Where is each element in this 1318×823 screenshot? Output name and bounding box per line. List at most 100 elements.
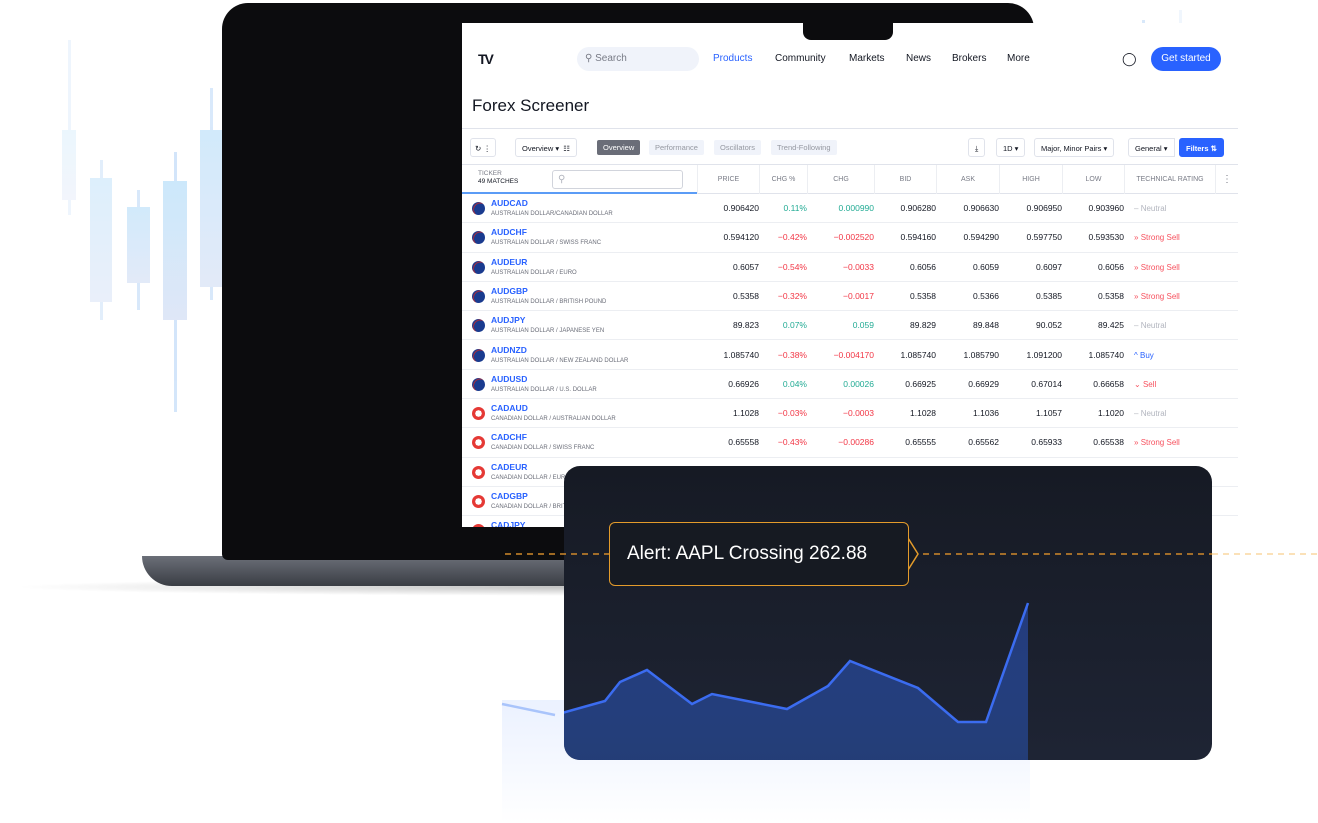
rating-label: Strong Sell <box>1140 291 1180 301</box>
ticker-symbol[interactable]: AUDNZD <box>491 344 527 355</box>
ticker-symbol[interactable]: CADGBP <box>491 491 528 501</box>
table-row[interactable]: AUDJPY AUSTRALIAN DOLLAR / JAPANESE YEN 8… <box>462 311 1238 341</box>
nav-products[interactable]: Products <box>713 53 753 64</box>
tradingview-logo[interactable]: TV <box>478 51 494 67</box>
column-header[interactable]: PRICE <box>697 165 759 194</box>
cell-low: 0.66658 <box>1093 378 1124 389</box>
technical-rating: » Strong Sell <box>1134 282 1180 311</box>
cell-price: 0.66926 <box>728 378 759 389</box>
rating-icon: » <box>1134 233 1139 243</box>
cell-ask: 89.848 <box>973 320 999 331</box>
view-label: Overview <box>522 144 554 153</box>
cell-bid: 0.66925 <box>905 378 936 389</box>
ticker-symbol[interactable]: AUDJPY <box>491 315 526 326</box>
cell-bid: 0.906280 <box>900 203 936 213</box>
ticker-description: AUSTRALIAN DOLLAR/CANADIAN DOLLAR <box>491 211 613 217</box>
search-input[interactable]: ⚲ Search <box>577 47 699 71</box>
cell-chg-pct: 0.07% <box>782 320 807 331</box>
download-icon[interactable]: ⤓ <box>968 138 986 157</box>
tab-oscillators[interactable]: Oscillators <box>714 140 762 155</box>
column-header[interactable]: HIGH <box>999 165 1062 194</box>
cell-price: 0.906420 <box>723 203 759 213</box>
column-header[interactable]: TECHNICAL RATING <box>1124 165 1215 194</box>
cell-chg-pct: −0.54% <box>777 261 807 272</box>
cell-bid: 0.5358 <box>910 290 936 301</box>
rating-label: Sell <box>1142 379 1157 389</box>
user-icon[interactable]: ◯ <box>1122 51 1137 66</box>
cell-price: 0.6057 <box>733 261 759 272</box>
cell-ask: 0.6059 <box>973 261 999 272</box>
table-row[interactable]: AUDGBP AUSTRALIAN DOLLAR / BRITISH POUND… <box>462 282 1238 312</box>
column-header[interactable]: CHG <box>807 165 874 194</box>
ticker-symbol[interactable]: AUDCAD <box>491 198 528 208</box>
column-header[interactable]: BID <box>874 165 936 194</box>
cell-chg: −0.002520 <box>833 232 874 243</box>
screen: TV ⚲ Search Products Community Markets N… <box>462 23 1238 527</box>
ticker-symbol[interactable]: CADEUR <box>491 461 528 472</box>
cell-high: 0.67014 <box>1031 378 1062 389</box>
table-row[interactable]: AUDUSD AUSTRALIAN DOLLAR / U.S. DOLLAR 0.… <box>462 370 1238 400</box>
nav-brokers[interactable]: Brokers <box>952 53 987 64</box>
nav-more[interactable]: More <box>1007 53 1030 64</box>
ticker-description: CANADIAN DOLLAR / EURO <box>491 474 571 481</box>
refresh-icon[interactable]: ↻ ⋮ <box>470 138 496 157</box>
ticker-symbol[interactable]: AUDCHF <box>491 227 527 238</box>
cell-ask: 0.66929 <box>968 378 999 389</box>
cell-chg-pct: 0.11% <box>783 203 807 213</box>
cell-low: 0.903960 <box>1088 203 1124 213</box>
general-dropdown[interactable]: General ▾ <box>1128 138 1175 157</box>
interval-dropdown[interactable]: 1D ▾ <box>996 138 1026 157</box>
table-row[interactable]: CADJPY <box>462 516 1238 527</box>
nav-markets[interactable]: Markets <box>849 53 885 64</box>
ticker-symbol[interactable]: CADCHF <box>491 432 527 443</box>
ticker-symbol[interactable]: CADAUD <box>491 403 528 414</box>
column-header[interactable]: LOW <box>1062 165 1124 194</box>
filters-button[interactable]: Filters ⇅ <box>1179 138 1224 157</box>
ticker-symbol[interactable]: AUDUSD <box>491 373 528 384</box>
technical-rating: ^ Buy <box>1134 341 1154 370</box>
cell-chg: 0.00026 <box>843 378 874 389</box>
ticker-description: AUSTRALIAN DOLLAR / BRITISH POUND <box>491 298 607 305</box>
cell-high: 1.091200 <box>1026 349 1062 360</box>
cell-price: 0.5358 <box>733 290 759 301</box>
search-icon: ⚲ <box>585 53 593 64</box>
cell-bid: 0.6056 <box>910 261 936 272</box>
ticker-description: AUSTRALIAN DOLLAR / SWISS FRANC <box>491 240 602 247</box>
tab-overview[interactable]: Overview <box>597 140 641 155</box>
table-row[interactable]: AUDCAD AUSTRALIAN DOLLAR/CANADIAN DOLLAR… <box>462 194 1238 224</box>
rating-icon: – <box>1134 204 1139 213</box>
column-header[interactable]: ASK <box>936 165 999 194</box>
column-menu-icon[interactable]: ⋮ <box>1215 165 1238 194</box>
tab-performance[interactable]: Performance <box>649 140 704 155</box>
cell-low: 1.085740 <box>1088 349 1124 360</box>
candlestick <box>127 190 150 310</box>
get-started-button[interactable]: Get started <box>1151 47 1221 71</box>
ticker-symbol[interactable]: CADJPY <box>491 520 526 527</box>
nav-news[interactable]: News <box>906 53 932 64</box>
currency-flag-icon <box>472 202 485 215</box>
ticker-search-input[interactable]: ⚲ <box>552 170 683 189</box>
tab-trend-following[interactable]: Trend-Following <box>771 140 837 155</box>
column-header[interactable]: CHG % <box>759 165 807 194</box>
table-row[interactable]: AUDEUR AUSTRALIAN DOLLAR / EURO 0.6057 −0.… <box>462 253 1238 282</box>
nav-community[interactable]: Community <box>775 53 826 64</box>
search-icon: ⚲ <box>558 174 566 185</box>
candlestick <box>90 160 112 320</box>
ticker-description: CANADIAN DOLLAR / AUSTRALIAN DOLLAR <box>491 416 616 423</box>
currency-flag-icon <box>472 377 485 391</box>
table-row[interactable]: AUDCHF AUSTRALIAN DOLLAR / SWISS FRANC 0.… <box>462 223 1238 253</box>
cell-bid: 1.1028 <box>910 408 936 419</box>
cell-chg-pct: −0.38% <box>777 349 807 360</box>
table-row[interactable]: CADCHF CANADIAN DOLLAR / SWISS FRANC 0.65… <box>462 428 1238 458</box>
pairs-dropdown[interactable]: Major, Minor Pairs ▾ <box>1034 138 1115 157</box>
view-dropdown[interactable]: Overview ▾ ☷ <box>515 138 578 157</box>
table-row[interactable]: AUDNZD AUSTRALIAN DOLLAR / NEW ZEALAND D… <box>462 341 1238 370</box>
cell-high: 90.052 <box>1036 320 1062 331</box>
ticker-symbol[interactable]: AUDEUR <box>491 256 528 267</box>
ticker-symbol[interactable]: AUDGBP <box>491 285 528 296</box>
table-row[interactable]: CADAUD CANADIAN DOLLAR / AUSTRALIAN DOLL… <box>462 399 1238 429</box>
cell-chg-pct: −0.32% <box>777 290 807 301</box>
ticker-description: CANADIAN DOLLAR / SWISS FRANC <box>491 445 595 452</box>
cell-chg-pct: −0.43% <box>777 437 807 448</box>
camera-notch <box>803 23 893 40</box>
